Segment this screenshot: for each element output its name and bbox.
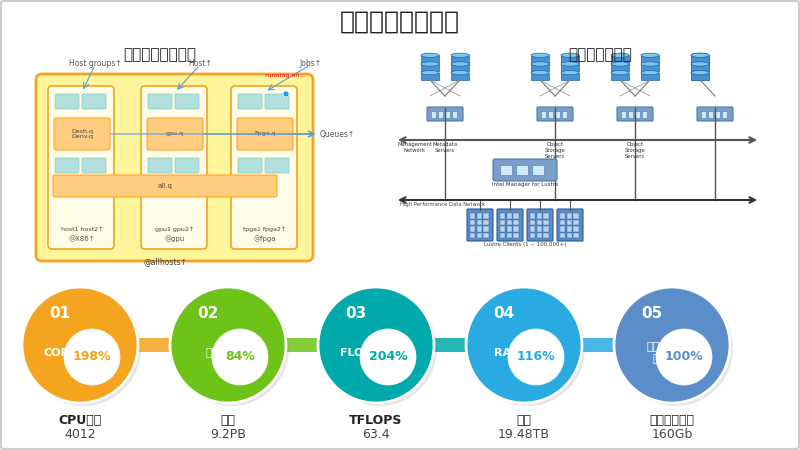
Text: Host↑: Host↑ xyxy=(188,58,212,68)
Text: 核心网
络: 核心网 络 xyxy=(646,342,666,364)
Bar xyxy=(543,226,549,231)
Text: FLOPS: FLOPS xyxy=(340,348,380,358)
Ellipse shape xyxy=(641,71,659,75)
Bar xyxy=(531,64,549,72)
FancyArrow shape xyxy=(580,334,634,356)
Bar xyxy=(470,226,475,231)
Bar xyxy=(691,72,709,80)
Text: 160Gb: 160Gb xyxy=(651,428,693,441)
Circle shape xyxy=(321,290,437,406)
Bar xyxy=(574,213,578,219)
Bar xyxy=(500,233,506,238)
FancyBboxPatch shape xyxy=(54,118,110,150)
FancyBboxPatch shape xyxy=(175,94,199,109)
Bar xyxy=(483,213,489,219)
FancyBboxPatch shape xyxy=(48,86,114,249)
Circle shape xyxy=(617,290,733,406)
Bar xyxy=(483,220,489,225)
Ellipse shape xyxy=(691,62,709,66)
Bar xyxy=(611,64,629,72)
Bar xyxy=(500,226,506,231)
Text: 计算作业调度系统: 计算作业调度系统 xyxy=(123,48,197,63)
Bar xyxy=(514,220,518,225)
Bar xyxy=(566,213,572,219)
Circle shape xyxy=(614,287,730,403)
Bar xyxy=(452,111,457,118)
Bar xyxy=(566,226,572,231)
Bar xyxy=(470,213,475,219)
Bar xyxy=(451,72,469,80)
Text: 9.2PB: 9.2PB xyxy=(210,428,246,441)
Bar xyxy=(691,72,709,80)
Bar xyxy=(566,233,572,238)
Text: CORES: CORES xyxy=(43,348,85,358)
FancyBboxPatch shape xyxy=(82,158,106,173)
Bar xyxy=(642,111,647,118)
Bar xyxy=(537,220,542,225)
Bar xyxy=(421,64,439,72)
Bar xyxy=(543,233,549,238)
FancyBboxPatch shape xyxy=(537,107,573,121)
Text: running an...: running an... xyxy=(265,72,305,77)
Bar xyxy=(548,111,553,118)
Text: 04: 04 xyxy=(494,306,514,320)
Bar xyxy=(621,111,626,118)
Bar xyxy=(506,213,512,219)
Bar xyxy=(506,233,512,238)
FancyBboxPatch shape xyxy=(55,94,79,109)
Text: gpu1 gpu2↑: gpu1 gpu2↑ xyxy=(155,227,194,232)
Ellipse shape xyxy=(451,71,469,75)
FancyBboxPatch shape xyxy=(467,209,493,241)
Text: 116%: 116% xyxy=(517,351,555,364)
FancyBboxPatch shape xyxy=(697,107,733,121)
Bar xyxy=(514,213,518,219)
Text: @gpu: @gpu xyxy=(165,235,185,242)
Ellipse shape xyxy=(531,71,549,75)
Bar xyxy=(574,233,578,238)
Circle shape xyxy=(283,91,289,97)
Bar xyxy=(451,64,469,72)
Ellipse shape xyxy=(691,53,709,58)
Bar xyxy=(530,220,535,225)
Text: 204%: 204% xyxy=(369,351,407,364)
Text: gpu.q: gpu.q xyxy=(166,131,184,136)
FancyArrow shape xyxy=(432,334,486,356)
Bar xyxy=(514,226,518,231)
Ellipse shape xyxy=(641,53,659,58)
FancyBboxPatch shape xyxy=(265,94,289,109)
Bar xyxy=(514,233,518,238)
Text: 02: 02 xyxy=(198,306,218,320)
FancyBboxPatch shape xyxy=(147,118,203,150)
Bar xyxy=(500,213,506,219)
Bar xyxy=(715,111,720,118)
Circle shape xyxy=(360,329,416,385)
Bar xyxy=(421,55,439,63)
Text: 198%: 198% xyxy=(73,351,111,364)
FancyBboxPatch shape xyxy=(427,107,463,121)
FancyArrow shape xyxy=(284,334,338,356)
Bar xyxy=(561,64,579,72)
Bar xyxy=(530,233,535,238)
Bar xyxy=(531,72,549,80)
Bar xyxy=(483,233,489,238)
Text: 03: 03 xyxy=(346,306,366,320)
FancyBboxPatch shape xyxy=(148,158,172,173)
Bar xyxy=(561,72,579,80)
Circle shape xyxy=(212,329,268,385)
Text: host1 host2↑: host1 host2↑ xyxy=(61,227,103,232)
Text: Jobs↑: Jobs↑ xyxy=(299,58,321,68)
FancyBboxPatch shape xyxy=(36,74,313,261)
Bar xyxy=(506,220,512,225)
Ellipse shape xyxy=(531,53,549,58)
Bar xyxy=(691,55,709,63)
Bar xyxy=(560,233,566,238)
Circle shape xyxy=(656,329,712,385)
Text: Intel Manager for Lustre: Intel Manager for Lustre xyxy=(492,182,558,187)
Text: RAM: RAM xyxy=(494,348,522,358)
Bar xyxy=(477,220,482,225)
Text: Object
Storage
Servers: Object Storage Servers xyxy=(545,142,566,158)
Circle shape xyxy=(170,287,286,403)
Bar xyxy=(500,220,506,225)
Bar xyxy=(477,213,482,219)
